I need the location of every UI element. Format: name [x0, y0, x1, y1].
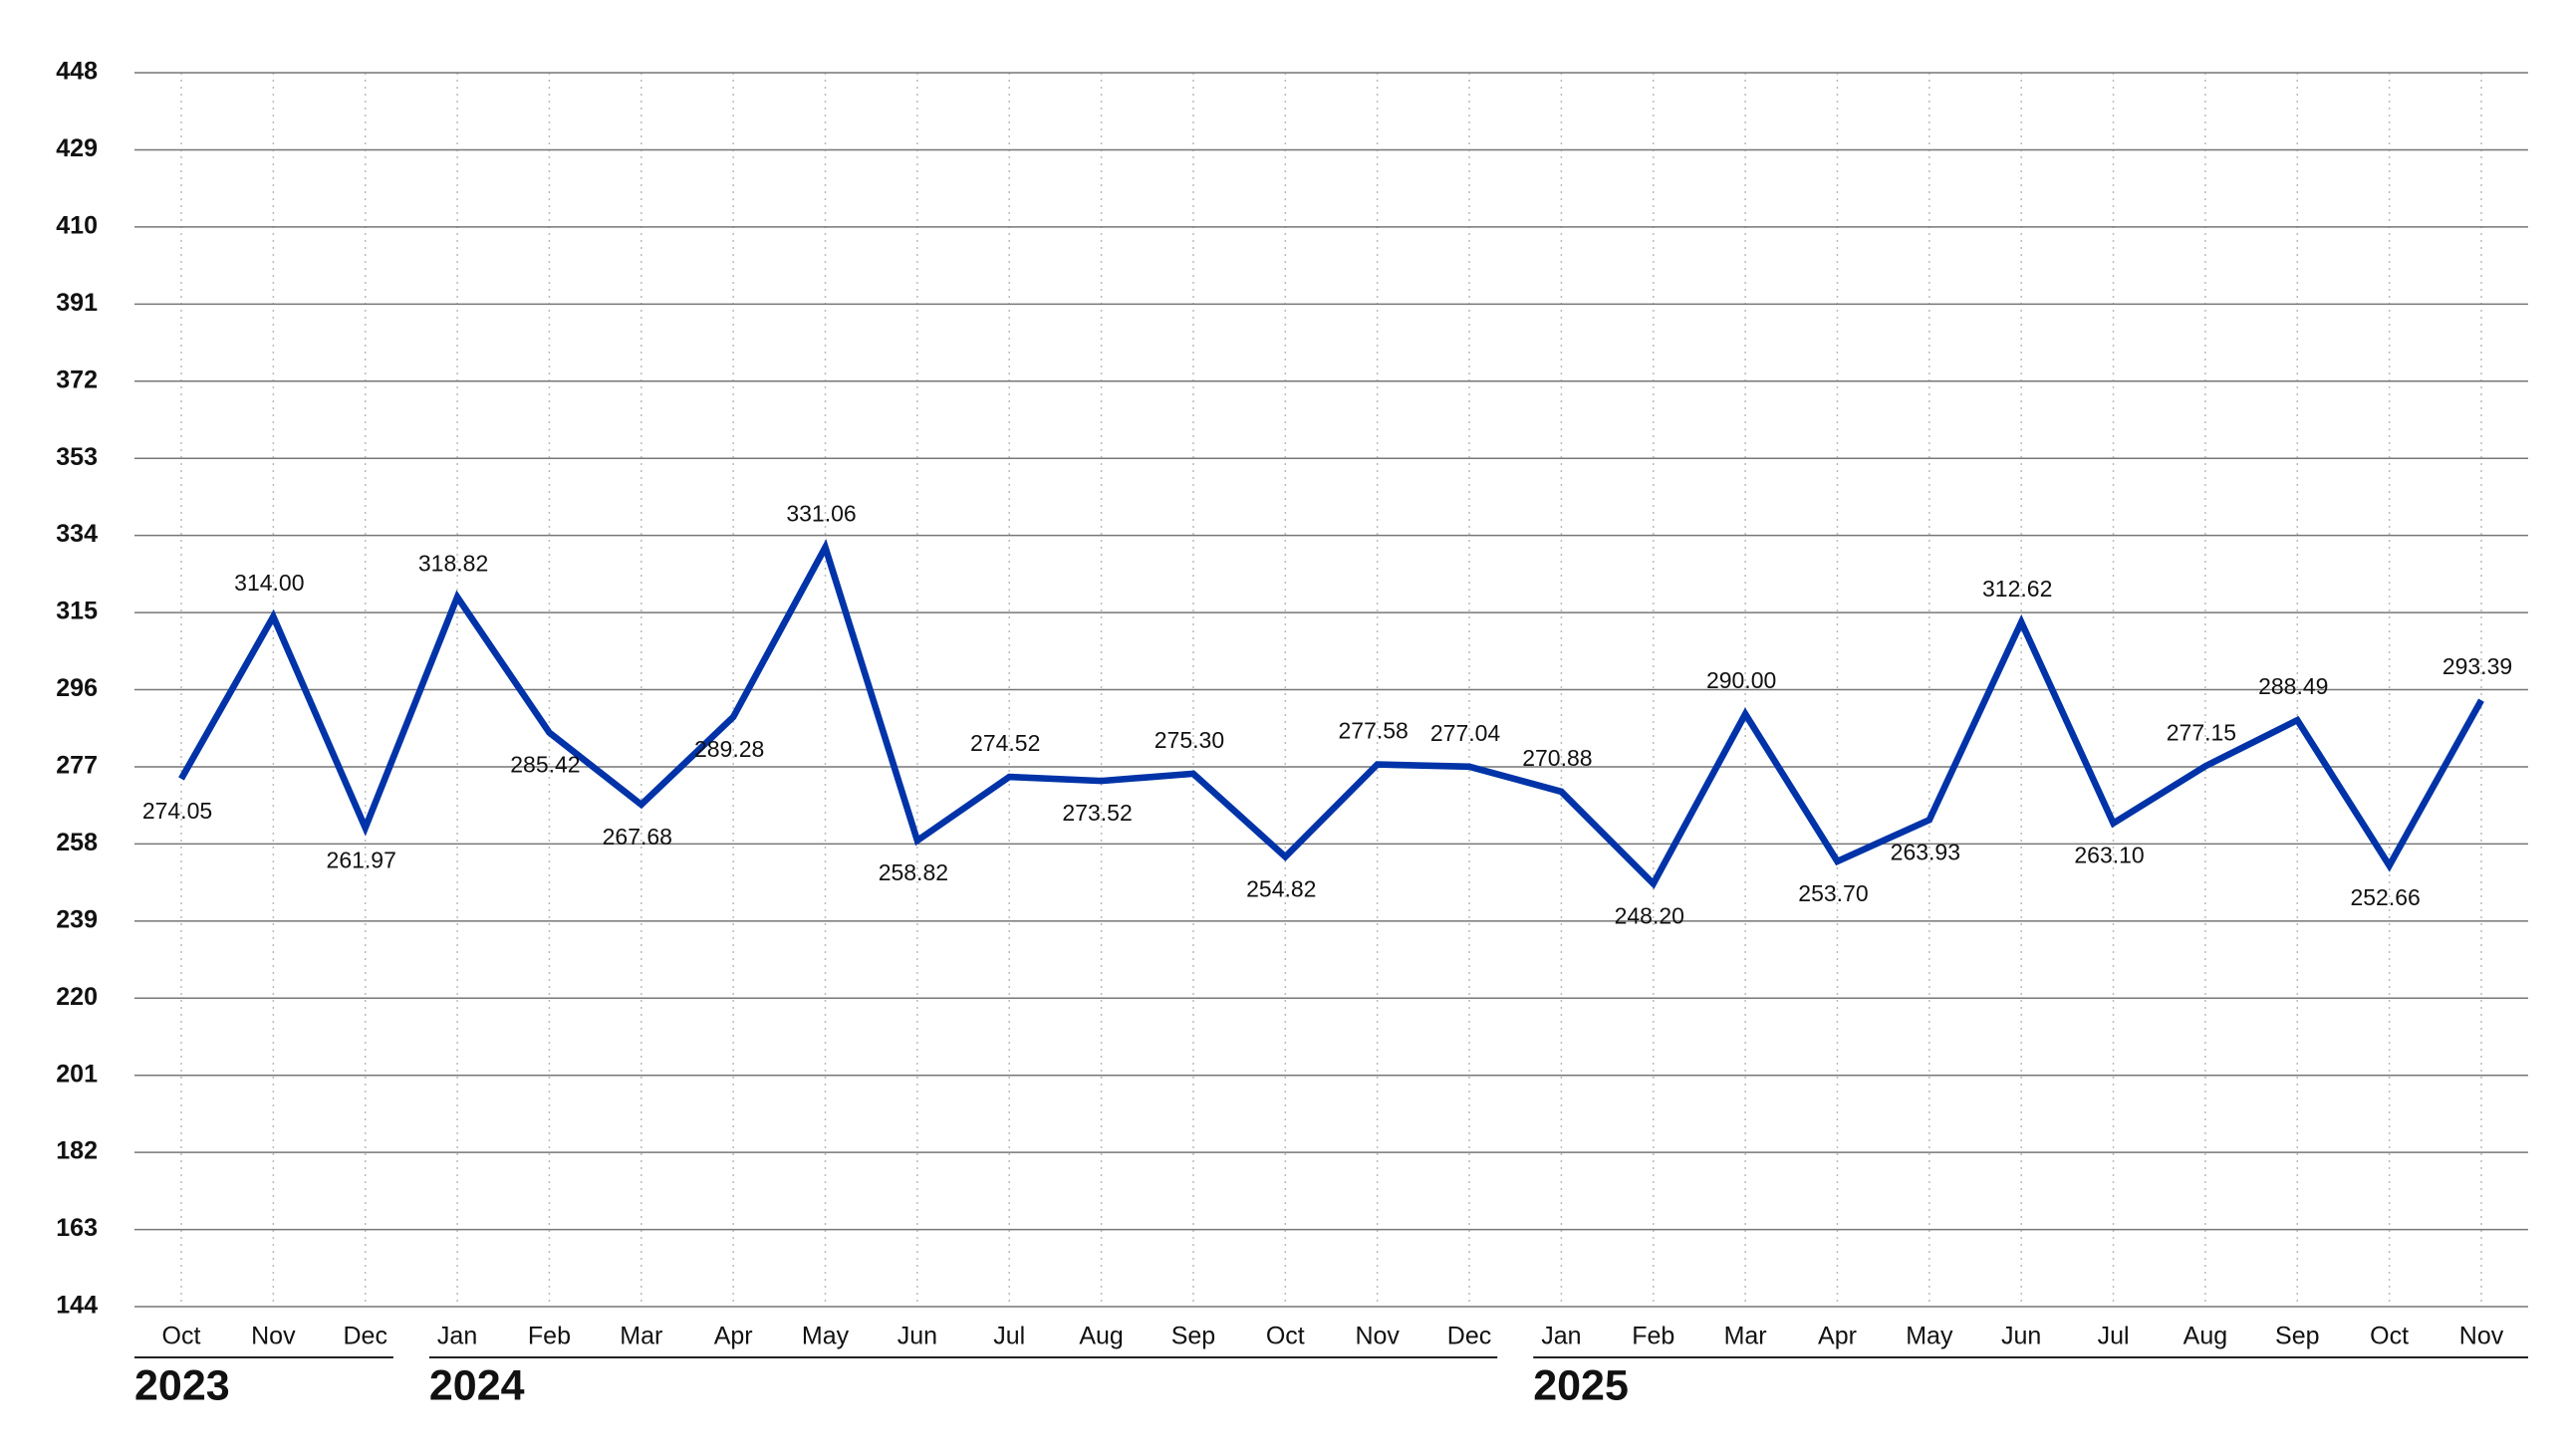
data-label: 277.04: [1430, 720, 1501, 746]
y-tick-label: 353: [56, 443, 98, 471]
y-tick-label: 201: [56, 1060, 98, 1088]
data-label: 274.52: [970, 730, 1040, 756]
data-label: 248.20: [1615, 902, 1684, 928]
x-tick-label: Dec: [1447, 1323, 1491, 1350]
x-tick-label: Sep: [1171, 1323, 1215, 1350]
y-tick-label: 315: [56, 598, 98, 625]
data-label: 289.28: [694, 736, 764, 762]
x-tick-label: Dec: [343, 1323, 386, 1350]
data-label: 274.05: [142, 798, 212, 824]
data-label: 275.30: [1155, 727, 1224, 753]
x-tick-label: Sep: [2275, 1323, 2319, 1350]
x-tick-label: Oct: [162, 1323, 201, 1350]
data-label: 267.68: [603, 824, 672, 849]
x-tick-label: Aug: [2183, 1323, 2227, 1350]
y-tick-label: 277: [56, 752, 98, 780]
x-tick-label: Jun: [898, 1323, 937, 1350]
x-tick-label: May: [802, 1323, 850, 1350]
data-label: 314.00: [234, 570, 304, 596]
y-tick-label: 296: [56, 674, 98, 702]
year-label: 2023: [134, 1361, 230, 1409]
data-label: 312.62: [1982, 576, 2052, 602]
data-label: 261.97: [327, 847, 396, 872]
data-label: 258.82: [879, 859, 948, 885]
x-tick-label: Oct: [2370, 1323, 2409, 1350]
x-tick-label: Nov: [251, 1323, 296, 1350]
y-tick-label: 163: [56, 1214, 98, 1242]
y-tick-label: 372: [56, 365, 98, 393]
y-tick-label: 220: [56, 983, 98, 1011]
y-tick-label: 182: [56, 1137, 98, 1165]
data-label: 252.66: [2350, 884, 2420, 910]
data-label: 290.00: [1706, 667, 1776, 693]
data-label: 293.39: [2442, 653, 2512, 679]
x-tick-label: Nov: [1355, 1323, 1400, 1350]
y-tick-label: 410: [56, 211, 98, 239]
data-label: 318.82: [418, 551, 488, 577]
x-tick-label: Jan: [1541, 1323, 1581, 1350]
y-tick-label: 429: [56, 134, 98, 162]
data-label: 253.70: [1798, 880, 1868, 906]
year-label: 2025: [1533, 1361, 1629, 1409]
x-tick-label: Nov: [2459, 1323, 2504, 1350]
y-tick-label: 448: [56, 58, 98, 86]
x-tick-label: May: [1906, 1323, 1953, 1350]
x-tick-label: Oct: [1266, 1323, 1305, 1350]
x-tick-label: Jul: [993, 1323, 1025, 1350]
data-label: 288.49: [2258, 673, 2328, 699]
year-label: 2024: [429, 1361, 525, 1409]
x-tick-label: Jan: [437, 1323, 477, 1350]
data-label: 263.93: [1891, 839, 1960, 864]
x-tick-label: Feb: [528, 1323, 571, 1350]
y-tick-label: 144: [56, 1292, 98, 1320]
data-line: [178, 539, 2484, 889]
data-label: 270.88: [1522, 745, 1592, 771]
y-tick-label: 391: [56, 289, 98, 317]
data-label: 277.15: [2167, 719, 2236, 745]
data-label: 254.82: [1246, 875, 1316, 901]
data-label: 263.10: [2074, 843, 2144, 868]
x-tick-label: Apr: [714, 1323, 753, 1350]
data-label: 285.42: [510, 752, 580, 778]
x-tick-label: Apr: [1818, 1323, 1857, 1350]
x-tick-label: Mar: [620, 1323, 662, 1350]
x-tick-label: Jul: [2098, 1323, 2130, 1350]
y-tick-label: 258: [56, 829, 98, 856]
data-label: 273.52: [1062, 800, 1132, 826]
x-tick-label: Mar: [1724, 1323, 1767, 1350]
y-tick-label: 334: [56, 520, 98, 548]
data-label: 331.06: [786, 501, 856, 527]
x-tick-label: Feb: [1632, 1323, 1674, 1350]
x-tick-label: Jun: [2001, 1323, 2041, 1350]
y-tick-label: 239: [56, 905, 98, 933]
data-label: 277.58: [1339, 718, 1409, 744]
x-tick-label: Aug: [1079, 1323, 1123, 1350]
